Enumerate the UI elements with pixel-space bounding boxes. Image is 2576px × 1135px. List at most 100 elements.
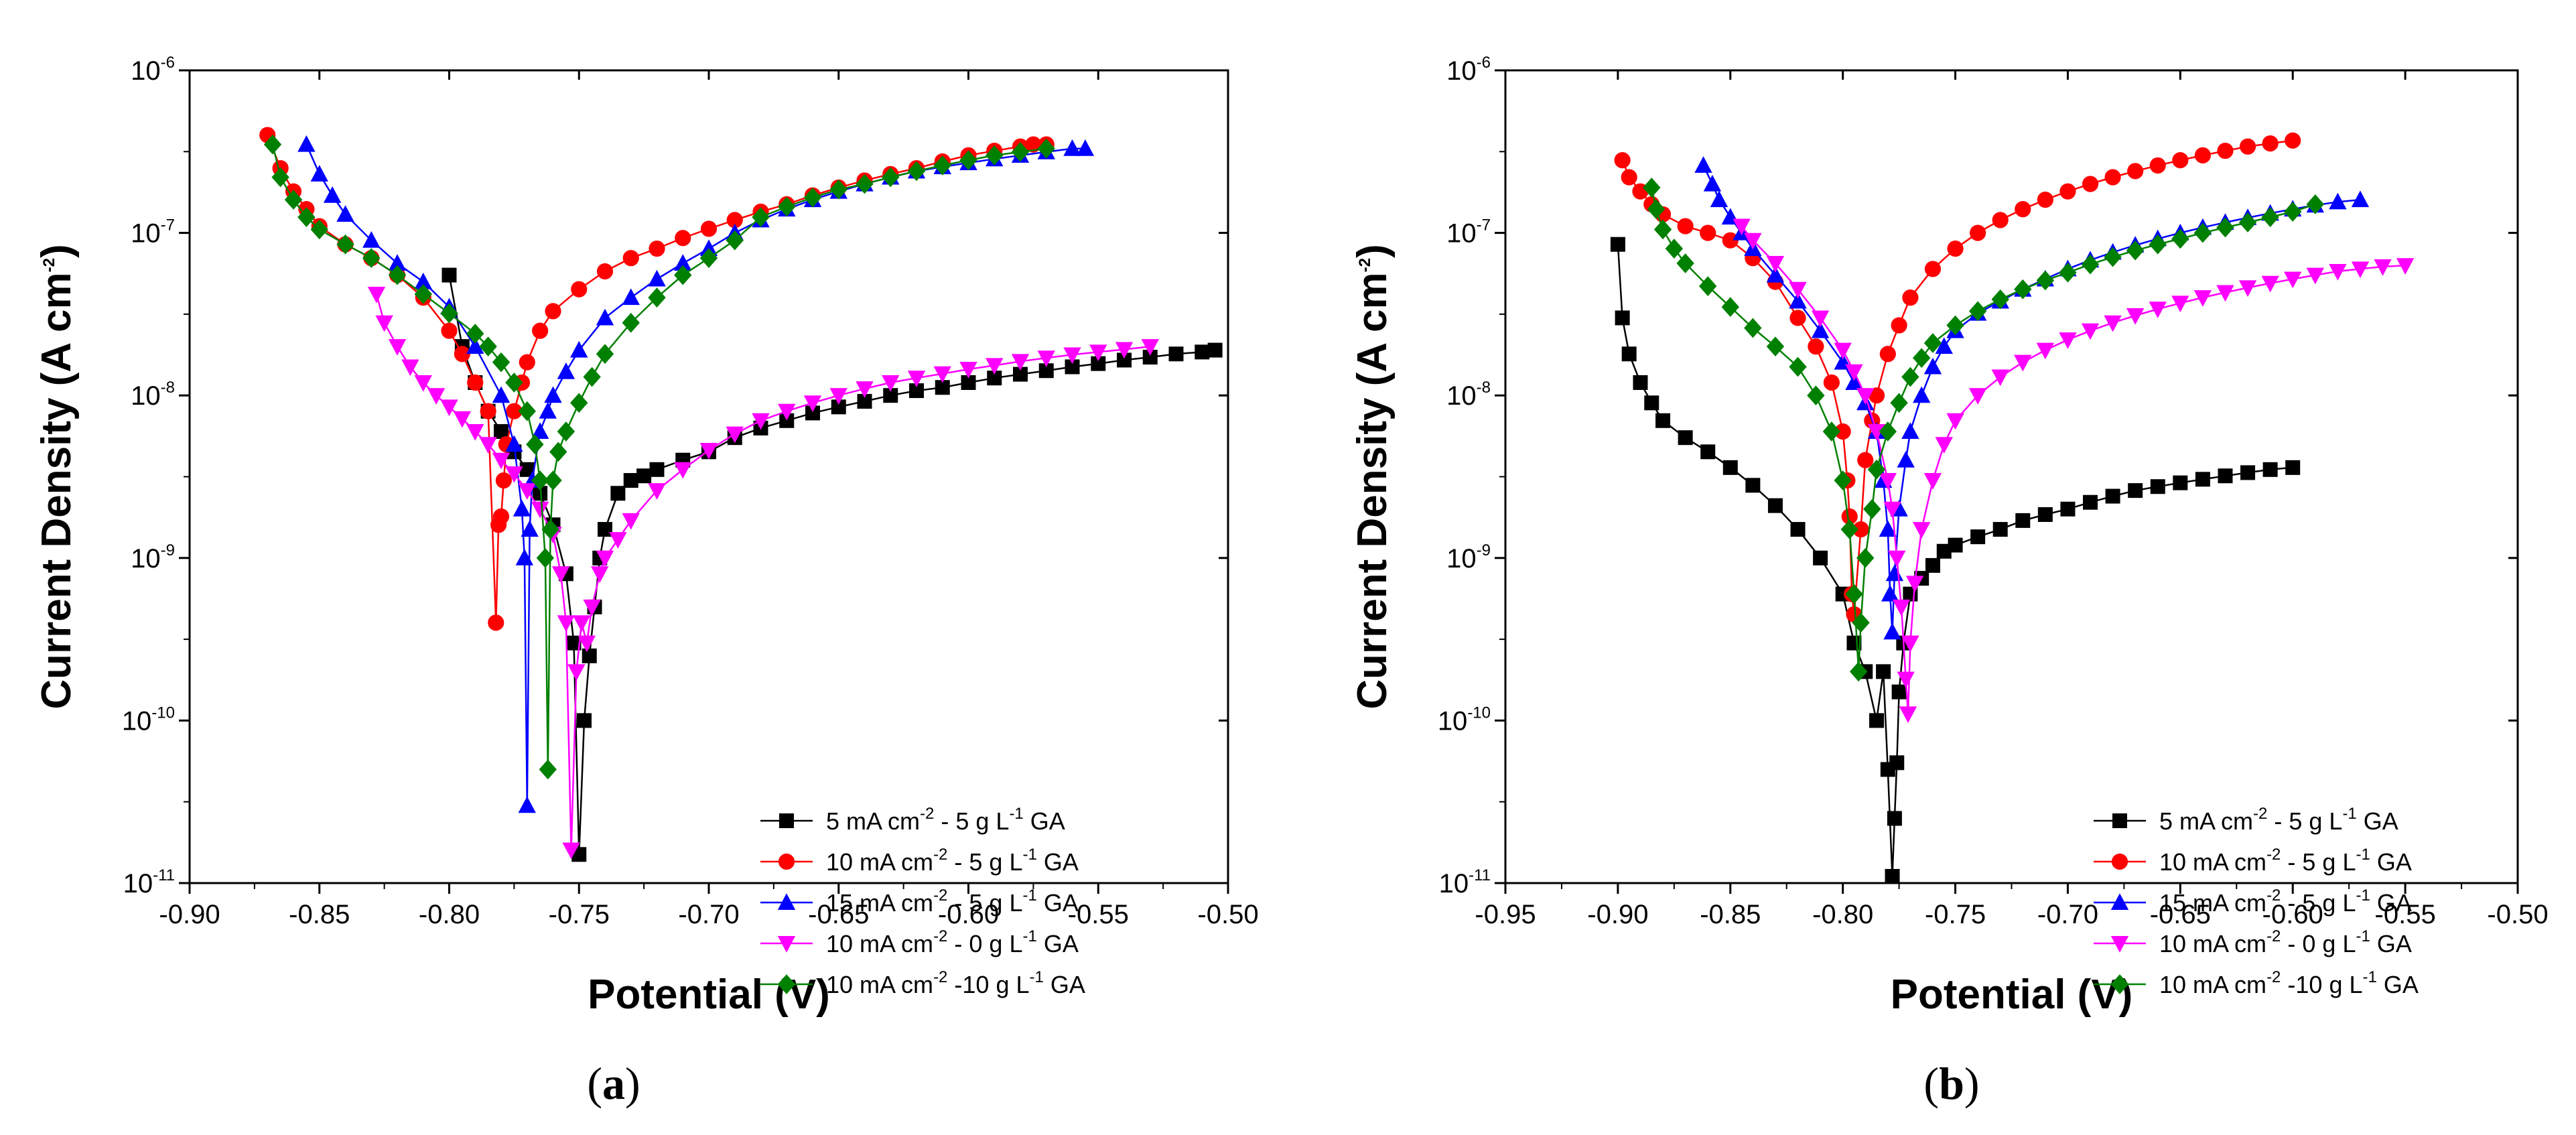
data-point: [479, 437, 497, 454]
data-point: [1970, 529, 1986, 545]
x-tick-label: -0.70: [678, 900, 739, 929]
data-point: [2126, 308, 2145, 325]
legend-entry: 10 mA cm-2 -10 g L-1 GA: [2094, 968, 2419, 998]
data-point: [778, 403, 796, 421]
data-point: [1863, 498, 1881, 519]
x-tick-label: -0.85: [289, 900, 350, 929]
data-point: [2329, 263, 2347, 281]
data-point: [1868, 387, 1885, 404]
data-point: [467, 374, 484, 391]
data-point: [1899, 706, 1917, 724]
data-point: [1811, 321, 1830, 338]
data-point: [1677, 218, 1694, 235]
data-point: [1923, 357, 1942, 375]
data-point: [1117, 352, 1132, 368]
data-point: [1869, 713, 1885, 728]
data-point: [505, 373, 523, 393]
data-point: [1643, 178, 1661, 198]
data-point: [1744, 318, 1762, 338]
panel-label: (a): [587, 1058, 640, 1109]
data-point: [1845, 364, 1863, 381]
data-point: [2081, 323, 2100, 340]
data-point: [1897, 450, 1915, 468]
y-tick-label: 10-9: [1446, 541, 1491, 574]
data-point: [1892, 599, 1911, 616]
x-tick-label: -0.70: [2037, 900, 2098, 929]
data-point: [636, 468, 652, 484]
data-point: [2059, 262, 2077, 283]
data-point: [1852, 521, 1869, 538]
data-point: [1992, 212, 2009, 228]
y-axis-title: Current Density (A cm-2): [33, 244, 80, 709]
data-point: [492, 452, 511, 470]
data-point: [1968, 301, 1987, 322]
data-point: [2351, 261, 2370, 279]
legend-marker: [777, 974, 796, 994]
data-point: [2150, 479, 2165, 494]
data-point: [2171, 295, 2189, 313]
data-point: [515, 549, 534, 565]
series-line: [1702, 165, 2361, 632]
data-point: [297, 207, 316, 227]
chart-panel-a: -0.90 -0.85 -0.80 -0.75 -0.70 -0.65 -0.60 -0.55…: [33, 54, 1259, 1109]
data-point: [699, 239, 718, 257]
legend-entry: 10 mA cm-2 - 5 g L-1 GA: [760, 846, 1079, 876]
data-point: [562, 842, 580, 860]
data-point: [1678, 430, 1693, 446]
data-point: [2083, 494, 2098, 510]
data-point: [596, 308, 614, 326]
data-point: [271, 167, 289, 188]
data-point: [388, 339, 407, 356]
legend-entry: 15 mA cm-2 - 5 g L-1 GA: [2094, 886, 2412, 917]
legend-marker: [779, 813, 794, 828]
data-point: [531, 422, 549, 440]
data-point: [674, 265, 692, 285]
data-point: [2104, 247, 2122, 267]
data-point: [648, 483, 666, 500]
data-point: [583, 366, 601, 387]
series-line: [1617, 244, 2293, 877]
legend-marker: [2112, 813, 2127, 828]
data-point: [1948, 537, 1963, 553]
series-2: [259, 127, 1055, 631]
data-point: [1610, 237, 1625, 252]
data-point: [1992, 522, 2008, 537]
data-point: [1038, 363, 1054, 379]
series-4: [1733, 218, 2415, 724]
legend-label: 15 mA cm-2 - 5 g L-1 GA: [2159, 886, 2412, 917]
legend-label: 10 mA cm-2 - 0 g L-1 GA: [826, 927, 1079, 957]
legend-label: 10 mA cm-2 -10 g L-1 GA: [2159, 968, 2419, 998]
x-tick-label: -0.55: [1068, 900, 1129, 929]
legend-label: 10 mA cm-2 - 5 g L-1 GA: [826, 846, 1079, 876]
data-point: [578, 635, 596, 653]
data-point: [2015, 201, 2031, 218]
data-point: [519, 462, 535, 477]
y-tick-label: 10-6: [131, 54, 175, 86]
data-point: [882, 167, 900, 188]
data-point: [2193, 290, 2212, 307]
data-point: [699, 443, 718, 460]
data-point: [492, 508, 510, 525]
legend-marker: [777, 936, 796, 953]
y-tick-label: 10-10: [1438, 704, 1491, 736]
data-point: [1991, 369, 2009, 387]
data-point: [961, 375, 976, 390]
data-point: [2262, 462, 2278, 477]
legend-marker: [778, 853, 795, 870]
data-point: [2105, 488, 2120, 504]
data-point: [674, 462, 692, 479]
data-point: [284, 190, 303, 210]
data-point: [1694, 156, 1712, 173]
data-point: [362, 230, 381, 248]
data-point: [752, 207, 770, 227]
data-point: [1089, 344, 1107, 362]
series-5: [263, 134, 1055, 780]
data-point: [526, 434, 544, 455]
x-tick-label: -0.50: [2487, 900, 2548, 929]
y-tick-label: 10-8: [131, 379, 175, 411]
data-point: [2014, 279, 2032, 299]
data-point: [829, 388, 848, 405]
data-point: [1141, 339, 1159, 356]
series-4: [367, 286, 1159, 860]
series-line: [271, 144, 1046, 770]
